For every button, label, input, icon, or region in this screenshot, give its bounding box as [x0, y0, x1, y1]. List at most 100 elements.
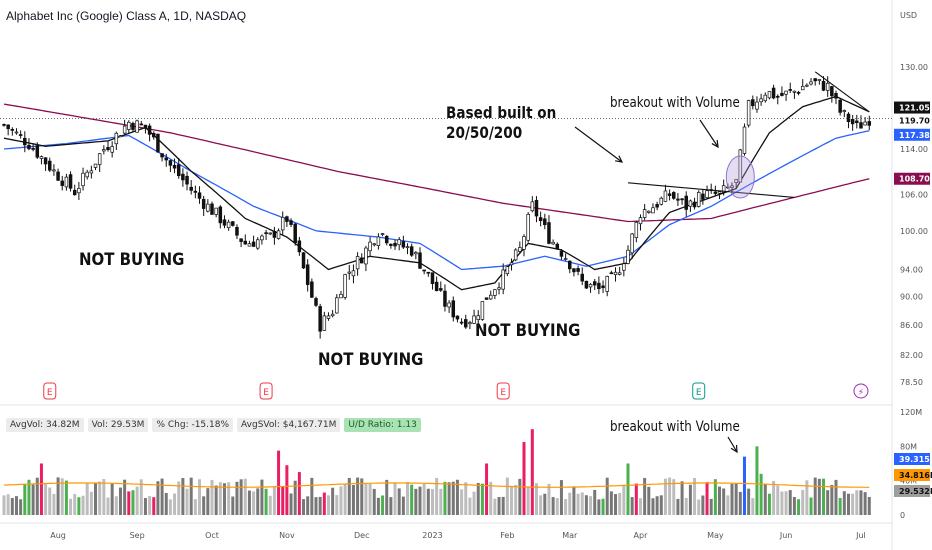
candle-down — [301, 252, 306, 269]
last-price-badge-bg — [894, 101, 930, 114]
event-marker-label: E — [263, 388, 269, 398]
candle-down — [43, 157, 48, 165]
avg-volume-stat: AvgVol: 34.82M — [6, 418, 84, 432]
candle-up — [497, 287, 501, 290]
candle-up — [613, 271, 618, 276]
candle-up — [97, 153, 102, 165]
volume-bar — [564, 499, 568, 515]
candle-down — [692, 201, 697, 208]
volume-bar — [181, 478, 185, 515]
volume-bar — [381, 495, 385, 515]
volume-bar — [48, 487, 52, 515]
candle-down — [451, 300, 456, 318]
ma50-layer — [3, 130, 870, 271]
volume-bar — [214, 485, 218, 515]
volume-bar — [601, 498, 605, 515]
candle-up — [64, 176, 69, 188]
volume-bar — [160, 478, 164, 515]
volume-bar — [14, 496, 18, 515]
volume-bar — [776, 485, 780, 515]
pullback-resistance-line — [814, 71, 870, 113]
volume-bar — [801, 489, 805, 515]
candle-down — [318, 306, 322, 332]
breakout-highlight-circle — [725, 155, 755, 199]
volume-bar — [64, 480, 68, 515]
candle-up — [522, 236, 526, 250]
ud-ratio-stat: U/D Ratio: 1.13 — [344, 418, 421, 432]
volume-bar — [530, 429, 534, 515]
candle-up — [688, 200, 693, 207]
volume-bar — [222, 483, 226, 515]
candle-down — [580, 273, 584, 282]
volume-bar — [684, 497, 688, 515]
candle-up — [759, 98, 763, 103]
volume-stat: Vol: 29.53M — [87, 418, 149, 432]
volume-bar — [618, 492, 622, 515]
volume-bar — [239, 479, 243, 515]
price-tick-label: 78.50 — [900, 378, 923, 387]
volume-bar — [855, 490, 859, 515]
volume-bar — [27, 479, 31, 515]
candle-up — [414, 252, 418, 255]
volume-bar — [730, 483, 734, 515]
annotation-arrows — [574, 119, 738, 454]
event-marker-label: E — [500, 388, 506, 398]
volume-badge-2: 34.816M — [899, 471, 932, 480]
candle-down — [152, 132, 156, 138]
volume-bar — [551, 497, 555, 515]
candle-up — [256, 239, 260, 249]
based-built-line-2: 20/50/200 — [446, 123, 523, 142]
candle-up — [14, 131, 19, 134]
volume-bar — [767, 493, 771, 515]
volume-bar — [31, 484, 35, 515]
breakout-price-arrow-head — [711, 139, 719, 149]
candle-down — [176, 164, 181, 177]
candle-up — [380, 233, 385, 235]
event-dividend-marker — [853, 383, 869, 399]
volume-bar — [102, 479, 106, 515]
candle-down — [2, 124, 6, 126]
volume-bar — [422, 483, 426, 515]
candle-down — [592, 281, 597, 286]
volume-bar — [647, 486, 651, 515]
volume-bar — [830, 484, 834, 515]
price-tick-label: 86.00 — [900, 321, 923, 330]
candle-down — [464, 319, 468, 328]
candle-down — [243, 240, 248, 245]
candle-up — [805, 84, 809, 87]
volume-bar — [19, 499, 23, 515]
candle-down — [796, 91, 801, 94]
candle-down — [830, 86, 834, 97]
volume-bar — [622, 486, 626, 515]
volume-bar — [584, 495, 588, 515]
candle-down — [143, 124, 148, 129]
candle-down — [231, 221, 235, 226]
price-tick-label: 106.00 — [900, 190, 928, 199]
candle-down — [676, 198, 680, 201]
candle-down — [164, 157, 168, 161]
candle-down — [821, 80, 826, 91]
candle-down — [168, 160, 173, 166]
volume-bar — [81, 495, 85, 515]
volume-bar — [863, 492, 867, 515]
base-resistance-line — [627, 182, 795, 198]
volume-bar — [851, 493, 855, 515]
volume-bar — [339, 486, 343, 515]
candle-down — [713, 191, 718, 194]
volume-bar — [867, 496, 871, 515]
volume-bar — [805, 480, 809, 515]
volume-bar — [268, 495, 272, 515]
event-earnings-marker — [43, 382, 57, 400]
time-tick-label: Oct — [205, 531, 219, 540]
candle-down — [751, 99, 755, 107]
price-tick-label: 82.00 — [900, 351, 923, 360]
volume-bar — [817, 478, 821, 515]
volume-bar — [285, 465, 289, 515]
volume-bar — [742, 456, 746, 515]
price-tick-label: 90.00 — [900, 293, 923, 302]
candle-down — [251, 241, 256, 247]
candle-down — [384, 235, 389, 244]
candle-up — [617, 272, 622, 275]
volume-bar — [472, 491, 476, 515]
candle-down — [35, 145, 40, 158]
